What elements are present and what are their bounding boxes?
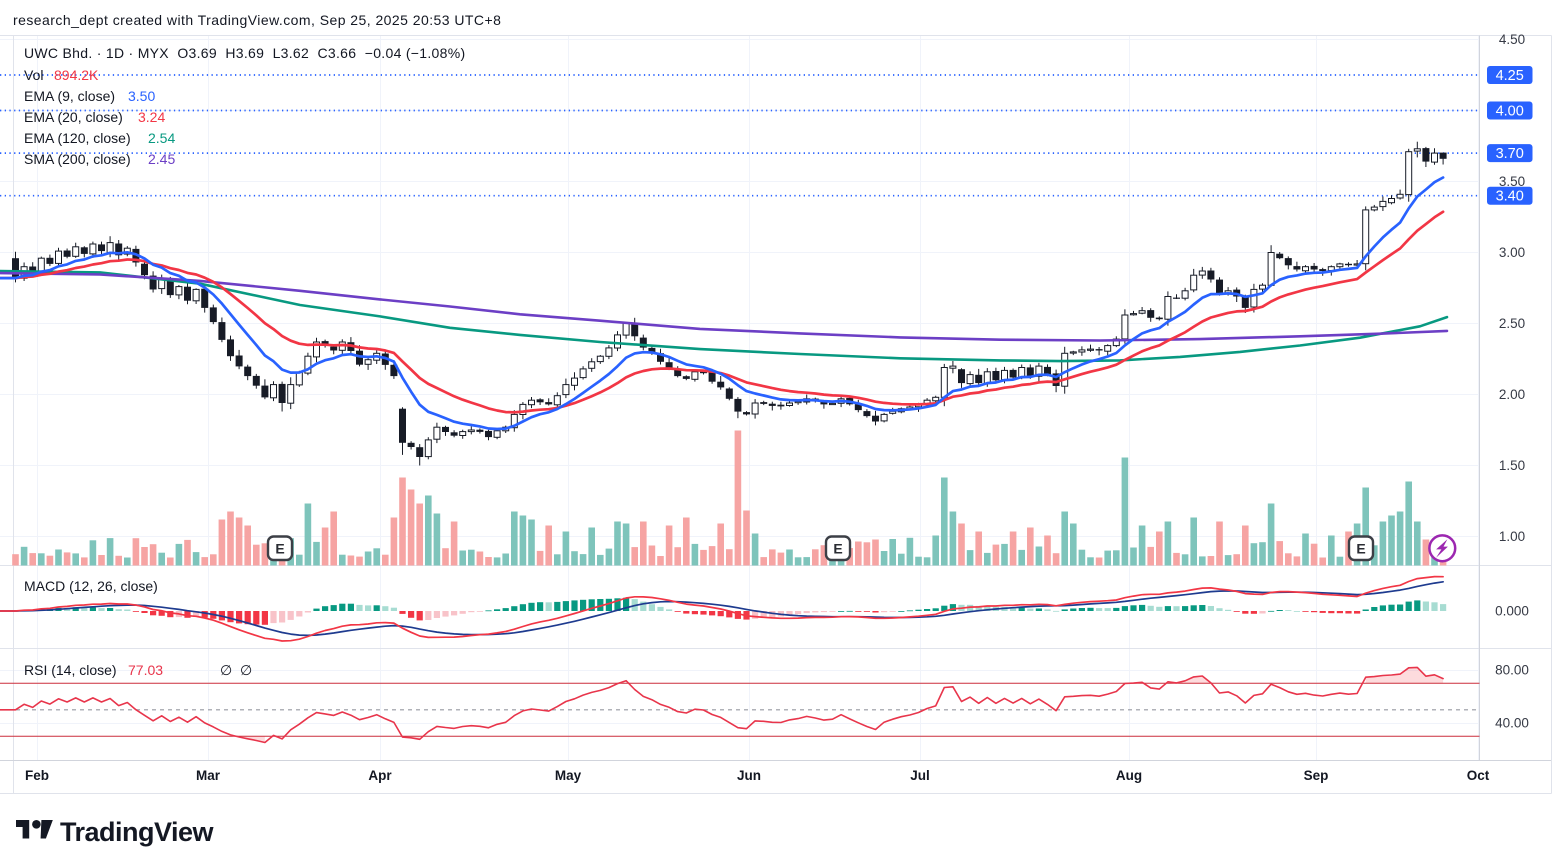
svg-text:3.24: 3.24 <box>138 109 165 125</box>
svg-text:2.00: 2.00 <box>1499 387 1525 402</box>
svg-text:Vol: Vol <box>24 67 43 83</box>
svg-text:E: E <box>833 541 842 557</box>
svg-text:Oct: Oct <box>1467 768 1490 783</box>
svg-text:UWC Bhd. · 1D · MYX O3.69 H3: UWC Bhd. · 1D · MYX O3.69 H3.69 L3.62 C3… <box>24 45 465 61</box>
svg-text:40.00: 40.00 <box>1495 716 1529 731</box>
svg-text:research_dept created with Tra: research_dept created with TradingView.c… <box>13 12 501 28</box>
svg-text:3.40: 3.40 <box>1496 189 1524 205</box>
svg-text:3.00: 3.00 <box>1499 245 1525 260</box>
svg-text:TradingView: TradingView <box>60 817 215 847</box>
svg-text:MACD (12, 26, close): MACD (12, 26, close) <box>24 578 158 594</box>
svg-text:Sep: Sep <box>1304 768 1329 783</box>
svg-text:3.50: 3.50 <box>1499 174 1525 189</box>
svg-text:77.03: 77.03 <box>128 662 163 678</box>
svg-text:E: E <box>275 541 284 557</box>
svg-text:SMA (200, close): SMA (200, close) <box>24 151 131 167</box>
svg-text:4.25: 4.25 <box>1496 68 1524 84</box>
svg-text:3.70: 3.70 <box>1496 146 1524 162</box>
svg-text:EMA (20, close): EMA (20, close) <box>24 109 123 125</box>
svg-text:Feb: Feb <box>25 768 49 783</box>
svg-text:2.50: 2.50 <box>1499 316 1525 331</box>
svg-text:E: E <box>1356 541 1365 557</box>
svg-text:Apr: Apr <box>368 768 392 783</box>
svg-text:EMA (9, close): EMA (9, close) <box>24 88 115 104</box>
svg-text:2.45: 2.45 <box>148 151 175 167</box>
svg-text:RSI (14, close): RSI (14, close) <box>24 662 117 678</box>
svg-text:4.50: 4.50 <box>1499 32 1525 47</box>
svg-text:Jul: Jul <box>910 768 930 783</box>
svg-text:894.2K: 894.2K <box>54 67 99 83</box>
svg-text:May: May <box>555 768 582 783</box>
svg-text:2.54: 2.54 <box>148 130 175 146</box>
svg-text:0.000: 0.000 <box>1495 604 1529 619</box>
svg-text:1.50: 1.50 <box>1499 458 1525 473</box>
svg-text:Jun: Jun <box>737 768 761 783</box>
svg-text:80.00: 80.00 <box>1495 663 1529 678</box>
svg-text:∅ ∅: ∅ ∅ <box>220 662 252 678</box>
svg-text:EMA (120, close): EMA (120, close) <box>24 130 131 146</box>
svg-text:1.00: 1.00 <box>1499 529 1525 544</box>
svg-text:3.50: 3.50 <box>128 88 155 104</box>
svg-text:4.00: 4.00 <box>1496 103 1524 119</box>
svg-text:Mar: Mar <box>196 768 221 783</box>
svg-text:Aug: Aug <box>1116 768 1142 783</box>
